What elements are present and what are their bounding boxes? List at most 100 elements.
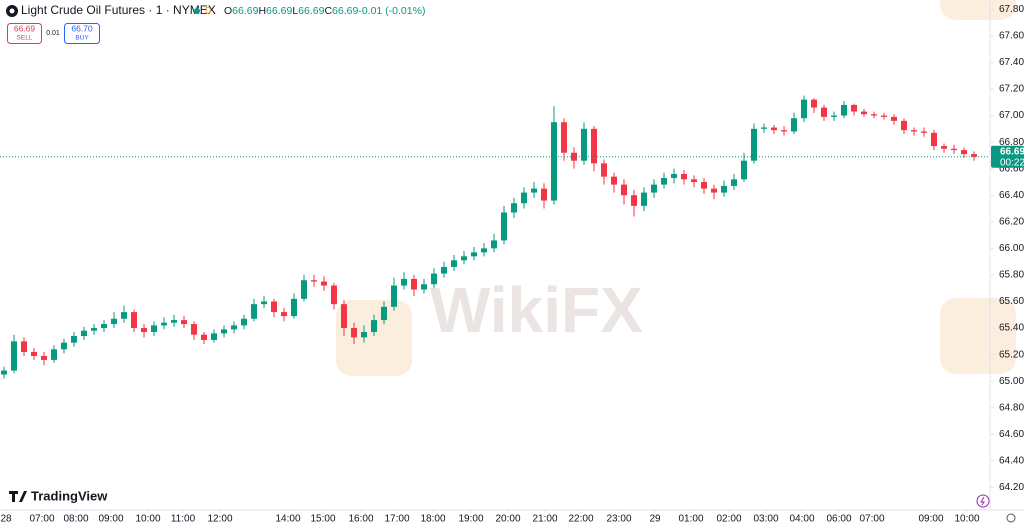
sell-price: 66.69: [14, 23, 36, 33]
candle-body: [671, 173, 677, 178]
plot: [0, 95, 990, 379]
candle-body: [51, 349, 57, 360]
x-tick-label: 09:00: [98, 514, 123, 525]
y-tick-label: 66.40: [999, 190, 1024, 201]
x-tick-label: 21:00: [532, 514, 557, 525]
x-tick-label: 01:00: [678, 514, 703, 525]
candle-body: [341, 304, 347, 329]
candle-body: [501, 212, 507, 241]
ohlc-value: 66.69: [232, 5, 258, 17]
candle-body: [321, 281, 327, 286]
buy-button[interactable]: [64, 23, 100, 44]
settings-icon[interactable]: [1006, 513, 1016, 523]
candle-body: [721, 185, 727, 193]
x-tick-label: 19:00: [458, 514, 483, 525]
sell-button[interactable]: [7, 23, 42, 44]
candle-body: [451, 260, 457, 267]
candle-body: [971, 154, 977, 157]
candle-body: [1, 370, 7, 375]
candle-body: [871, 114, 877, 116]
spread: 0.01: [46, 30, 60, 37]
candle-body: [41, 355, 47, 360]
y-tick-label: 67.00: [999, 110, 1024, 121]
candle-body: [811, 99, 817, 108]
symbol-title[interactable]: Light Crude Oil Futures · 1 · NYMEX: [21, 3, 216, 17]
x-tick-label: 20:00: [495, 514, 520, 525]
y-tick-label: 65.40: [999, 323, 1024, 334]
y-tick-label: 64.60: [999, 429, 1024, 440]
last-price-label: 66.69: [1000, 146, 1024, 157]
candle-body: [661, 177, 667, 185]
watermarks: WikiFX: [336, 0, 1016, 376]
candle-body: [931, 132, 937, 147]
y-tick-label: 67.80: [999, 4, 1024, 15]
candle-body: [411, 278, 417, 290]
candle-body: [91, 328, 97, 331]
x-tick-label: 28: [0, 514, 12, 525]
candle-body: [151, 325, 157, 333]
candle-body: [371, 320, 377, 333]
candle-body: [751, 128, 757, 161]
ohlc-label: O: [224, 5, 232, 17]
candle-body: [861, 111, 867, 115]
alert-icon[interactable]: [976, 494, 990, 508]
candle-body: [741, 160, 747, 180]
last-price-box: [991, 145, 1024, 168]
candle-body: [801, 99, 807, 119]
candle-body: [111, 318, 117, 325]
logo-text: TradingView: [31, 488, 108, 503]
candle-body: [351, 328, 357, 338]
y-tick-label: 65.20: [999, 349, 1024, 360]
logo: TradingView: [9, 488, 108, 503]
candle-body: [831, 115, 837, 117]
countdown: 00:22: [1000, 157, 1024, 168]
candle-body: [881, 115, 887, 117]
candle-body: [311, 280, 317, 282]
candle-body: [631, 195, 637, 206]
candle-body: [911, 130, 917, 132]
candle-body: [441, 266, 447, 274]
y-tick-label: 64.80: [999, 402, 1024, 413]
candle-body: [121, 312, 127, 319]
candle-body: [951, 148, 957, 151]
x-tick-label: 23:00: [606, 514, 631, 525]
x-tick-label: 22:00: [568, 514, 593, 525]
candle-body: [561, 122, 567, 153]
candle-body: [31, 351, 37, 356]
y-tick-label: 65.80: [999, 270, 1024, 281]
candle-body: [131, 312, 137, 329]
candle-body: [851, 104, 857, 112]
candle-body: [11, 341, 17, 371]
x-tick-label: 07:00: [859, 514, 884, 525]
candle-body: [61, 342, 67, 350]
x-tick-label: 14:00: [275, 514, 300, 525]
candle-body: [581, 128, 587, 161]
ohlc-label: C: [324, 5, 332, 17]
status-dot: [194, 8, 200, 14]
x-tick-label: 16:00: [348, 514, 373, 525]
x-tick-label: 08:00: [63, 514, 88, 525]
candle-body: [141, 328, 147, 333]
candle-body: [781, 130, 787, 132]
x-tick-label: 18:00: [420, 514, 445, 525]
candle-body: [771, 127, 777, 131]
candle-body: [891, 116, 897, 121]
candle-body: [921, 131, 927, 133]
candle-body: [391, 285, 397, 307]
candle-body: [761, 127, 767, 129]
candle-body: [181, 320, 187, 325]
candle-body: [511, 203, 517, 213]
x-tick-label: 02:00: [716, 514, 741, 525]
x-tick-label: 04:00: [789, 514, 814, 525]
badge: D: [205, 5, 212, 15]
candle-body: [711, 188, 717, 193]
x-tick-label: 15:00: [310, 514, 335, 525]
watermark-logo: [940, 0, 1016, 20]
change: -0.01 (-0.01%): [358, 5, 425, 17]
candle-body: [431, 273, 437, 285]
candle-body: [481, 248, 487, 253]
y-tick-label: 66.00: [999, 243, 1024, 254]
candle-body: [731, 179, 737, 186]
ohlc-value: 66.69: [298, 5, 324, 17]
x-tick-label: 12:00: [207, 514, 232, 525]
